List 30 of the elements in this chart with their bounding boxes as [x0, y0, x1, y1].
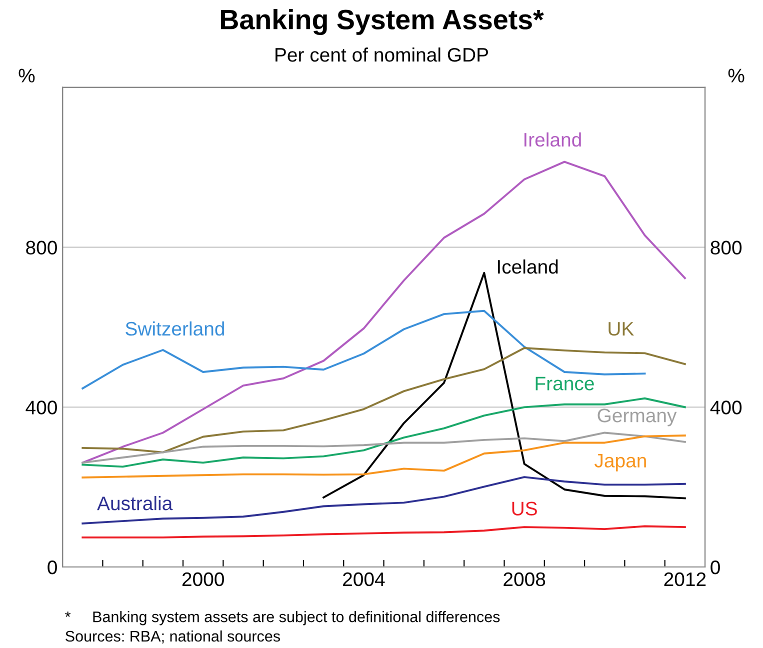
x-tick-label: 2012: [664, 572, 706, 586]
y-tick-label: 0: [48, 560, 57, 574]
line-series: [82, 434, 686, 478]
source-note: Sources: RBA; national sources: [66, 630, 280, 644]
line-series: [82, 476, 686, 524]
y-tick-label: 400: [26, 400, 57, 414]
text: * Banking system assets are subject to definitional differences: [65, 611, 500, 626]
y2-tick-label: 400: [710, 400, 742, 414]
line-series: [82, 525, 686, 538]
series-label: Australia: [97, 496, 173, 510]
chart-title: Banking System Assets*: [221, 9, 544, 36]
series-label: Germany: [598, 408, 677, 426]
x-tick-label: 2000: [182, 572, 224, 586]
chart-subtitle: Per cent of nominal GDP: [276, 47, 488, 62]
series-label: UK: [608, 322, 634, 336]
series-label: Switzerland: [126, 321, 224, 336]
y-axis-title: %: [18, 68, 35, 82]
line-series: [82, 310, 646, 390]
y2-tick-label: 800: [710, 240, 742, 255]
series-label: France: [536, 376, 594, 390]
x-tick-label: 2004: [343, 572, 385, 586]
x-tick-label: 2008: [504, 572, 546, 586]
y-tick-label: 800: [26, 240, 57, 255]
series-label: Ireland: [524, 132, 581, 147]
line-series: [82, 347, 686, 454]
y2-axis-title: %: [728, 68, 744, 82]
series-label: Japan: [594, 454, 646, 472]
series-label: US: [512, 502, 537, 516]
y2-tick-label: 0: [710, 560, 720, 574]
series-label: Iceland: [498, 259, 558, 274]
